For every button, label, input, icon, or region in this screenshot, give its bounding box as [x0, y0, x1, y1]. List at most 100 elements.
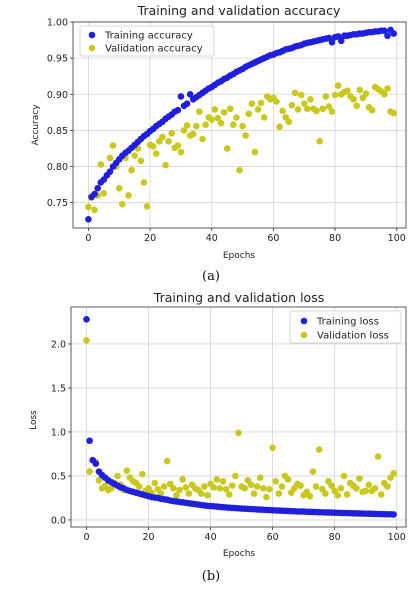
accuracy-validation-point — [390, 109, 397, 117]
loss-training-point — [390, 511, 397, 518]
accuracy-training-point — [328, 38, 336, 46]
accuracy-validation-point — [254, 106, 262, 113]
loss-x-tick-label: 100 — [388, 532, 406, 543]
loss-validation-point — [353, 484, 360, 492]
accuracy-validation-point — [276, 123, 283, 131]
accuracy-validation-point — [174, 142, 182, 149]
accuracy-x-axis-label: Epochs — [223, 251, 256, 261]
accuracy-validation-point — [189, 130, 197, 138]
loss-validation-point — [210, 484, 217, 491]
loss-validation-point — [266, 485, 273, 493]
accuracy-validation-point — [208, 116, 216, 123]
accuracy-plot-frame — [72, 21, 407, 229]
accuracy-validation-point — [177, 148, 185, 156]
accuracy-validation-point — [183, 122, 191, 129]
loss-validation-point — [337, 484, 345, 492]
accuracy-validation-point — [242, 132, 249, 139]
loss-validation-point — [365, 481, 373, 489]
accuracy-training-point — [186, 90, 194, 98]
accuracy-validation-point — [140, 179, 148, 186]
accuracy-validation-point — [131, 152, 138, 160]
accuracy-ticks: 0 20 40 60 80 100 0.75 0.80 0.85 0.90 0.95 1.00 — [47, 18, 406, 245]
accuracy-validation-point — [202, 121, 209, 128]
loss-legend: Training loss Validation loss — [289, 310, 402, 344]
loss-y-tick-label: 2.0 — [51, 339, 66, 350]
accuracy-validation-point — [319, 105, 327, 113]
loss-validation-point — [306, 492, 314, 500]
accuracy-validation-point — [91, 206, 98, 214]
accuracy-validation-point — [350, 96, 357, 103]
accuracy-validation-point — [297, 91, 305, 99]
accuracy-y-tick-label: 0.85 — [47, 126, 68, 137]
accuracy-training-point — [183, 100, 191, 107]
loss-validation-point — [250, 490, 258, 497]
loss-grid — [71, 307, 406, 527]
accuracy-training-point — [390, 30, 397, 37]
loss-y-tick-label: 1.0 — [51, 427, 66, 438]
loss-validation-point — [123, 467, 131, 474]
accuracy-validation-point — [223, 145, 231, 152]
accuracy-training-point — [381, 27, 388, 34]
accuracy-validation-point — [162, 161, 169, 169]
accuracy-chart-title: Training and validation accuracy — [137, 3, 341, 18]
accuracy-legend-marker-training — [88, 31, 96, 39]
accuracy-validation-point — [260, 114, 268, 121]
loss-x-tick-label: 0 — [83, 532, 89, 543]
loss-y-tick-label: 1.5 — [51, 383, 66, 394]
accuracy-validation-point — [325, 103, 333, 110]
accuracy-y-tick-label: 0.75 — [47, 198, 68, 209]
loss-validation-point — [374, 453, 382, 460]
loss-y-axis-label: Loss — [29, 410, 39, 430]
accuracy-validation-point — [199, 135, 206, 143]
loss-legend-validation: Validation loss — [317, 331, 389, 342]
accuracy-validation-point — [226, 105, 234, 113]
loss-validation-point — [377, 491, 385, 498]
accuracy-validation-point — [368, 106, 376, 114]
loss-validation-point — [253, 483, 261, 490]
accuracy-validation-point — [85, 203, 92, 211]
loss-validation-point — [95, 477, 103, 484]
accuracy-validation-point — [239, 122, 246, 130]
accuracy-validation-point — [137, 157, 145, 165]
loss-plot-frame — [70, 306, 407, 528]
loss-validation-point — [247, 481, 255, 489]
accuracy-validation-point — [211, 106, 219, 113]
loss-validation-point — [315, 446, 323, 453]
loss-validation-point — [197, 490, 205, 497]
accuracy-validation-point — [294, 106, 302, 113]
loss-validation-point — [229, 482, 236, 489]
loss-validation-point — [269, 444, 276, 452]
loss-y-tick-label: 0.0 — [51, 515, 66, 526]
accuracy-validation-point — [251, 148, 259, 156]
loss-data-points — [83, 316, 397, 518]
accuracy-validation-point — [245, 110, 253, 118]
loss-validation-point — [312, 483, 320, 490]
accuracy-validation-point — [149, 143, 157, 150]
loss-validation-point — [343, 491, 351, 498]
accuracy-legend-box — [79, 25, 215, 57]
loss-validation-point — [179, 476, 186, 483]
loss-validation-point — [139, 470, 146, 478]
accuracy-validation-point — [291, 89, 299, 97]
loss-validation-point — [135, 483, 143, 490]
accuracy-validation-point — [257, 99, 265, 107]
loss-validation-point — [275, 490, 283, 497]
accuracy-validation-point — [214, 114, 222, 122]
accuracy-validation-point — [300, 100, 308, 107]
loss-validation-point — [83, 337, 90, 344]
accuracy-validation-point — [193, 122, 200, 130]
loss-training-point — [83, 316, 90, 323]
loss-chart-title: Training and validation loss — [153, 290, 324, 305]
loss-validation-point — [371, 484, 379, 492]
loss-legend-box — [289, 310, 402, 344]
accuracy-validation-point — [362, 90, 370, 97]
accuracy-validation-point — [316, 137, 323, 145]
accuracy-training-point — [177, 93, 185, 100]
loss-validation-point — [334, 492, 342, 499]
loss-validation-point — [173, 492, 180, 499]
accuracy-validation-point — [180, 127, 188, 134]
loss-legend-marker-validation — [300, 331, 308, 339]
loss-x-axis-label: Epochs — [223, 549, 256, 559]
loss-validation-point — [114, 472, 121, 480]
accuracy-chart: Training and validation accuracy 0 20 40 60… — [31, 3, 407, 284]
